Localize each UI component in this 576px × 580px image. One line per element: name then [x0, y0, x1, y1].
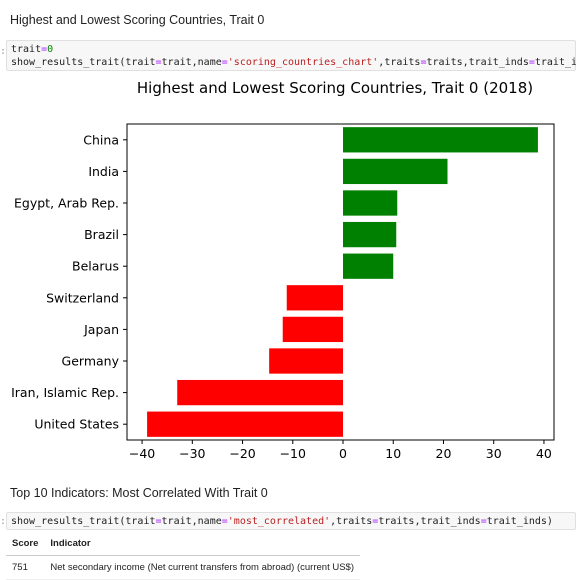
chart-title: Highest and Lowest Scoring Countries, Tr… — [137, 79, 533, 97]
x-tick-label: −10 — [280, 446, 306, 461]
bar-united-states — [147, 411, 344, 437]
x-tick-label: −30 — [179, 446, 205, 461]
y-tick-label: Iran, Islamic Rep. — [11, 385, 119, 400]
y-tick-label: China — [83, 132, 119, 147]
table-header-indicator: Indicator — [44, 534, 360, 556]
cell-prompt: : — [0, 516, 7, 527]
y-tick-label: Brazil — [84, 227, 119, 242]
x-tick-label: 30 — [486, 446, 502, 461]
x-tick-label: −20 — [229, 446, 255, 461]
y-tick-label: Belarus — [72, 259, 119, 274]
bar-india — [343, 158, 448, 185]
x-tick-label: 20 — [436, 446, 452, 461]
x-tick-label: −40 — [129, 446, 155, 461]
y-tick-label: Egypt, Arab Rep. — [14, 196, 119, 211]
x-tick-label: 10 — [385, 446, 401, 461]
bar-egypt-arab-rep- — [343, 190, 398, 216]
bar-chart: Highest and Lowest Scoring Countries, Tr… — [11, 79, 555, 461]
y-tick-label: India — [88, 164, 119, 179]
plot-frame — [126, 123, 555, 441]
code-line: show_results_trait(trait=trait,name='sco… — [11, 57, 576, 68]
x-tick-label: 40 — [536, 446, 552, 461]
code-line: show_results_trait(trait=trait,name='mos… — [11, 516, 553, 527]
markdown-heading-scoring-countries: Highest and Lowest Scoring Countries, Tr… — [10, 13, 265, 27]
bar-germany — [269, 348, 344, 374]
code-cell-most-correlated[interactable]: show_results_trait(trait=trait,name='mos… — [6, 512, 576, 530]
bar-belarus — [343, 253, 394, 279]
y-tick-label: Japan — [83, 322, 119, 337]
code-cell-scoring-chart[interactable]: trait=0 show_results_trait(trait=trait,na… — [6, 40, 576, 71]
bar-switzerland — [286, 285, 344, 311]
bar-brazil — [343, 221, 397, 248]
y-tick-label: Germany — [62, 354, 120, 369]
table-header-row: Score Indicator — [6, 534, 360, 556]
indicators-table: Score Indicator 751 Net secondary income (… — [6, 534, 360, 580]
y-tick-label: United States — [34, 417, 119, 432]
markdown-heading-top-indicators: Top 10 Indicators: Most Correlated With … — [10, 486, 268, 500]
code-line: trait=0 — [11, 44, 54, 55]
bar-japan — [282, 316, 344, 343]
bar-iran-islamic-rep- — [177, 379, 344, 406]
cell-prompt: : — [0, 46, 7, 57]
table-header-score: Score — [6, 534, 45, 556]
x-tick-label: 0 — [339, 446, 347, 461]
bar-china — [343, 127, 538, 153]
y-tick-label: Switzerland — [46, 290, 119, 305]
